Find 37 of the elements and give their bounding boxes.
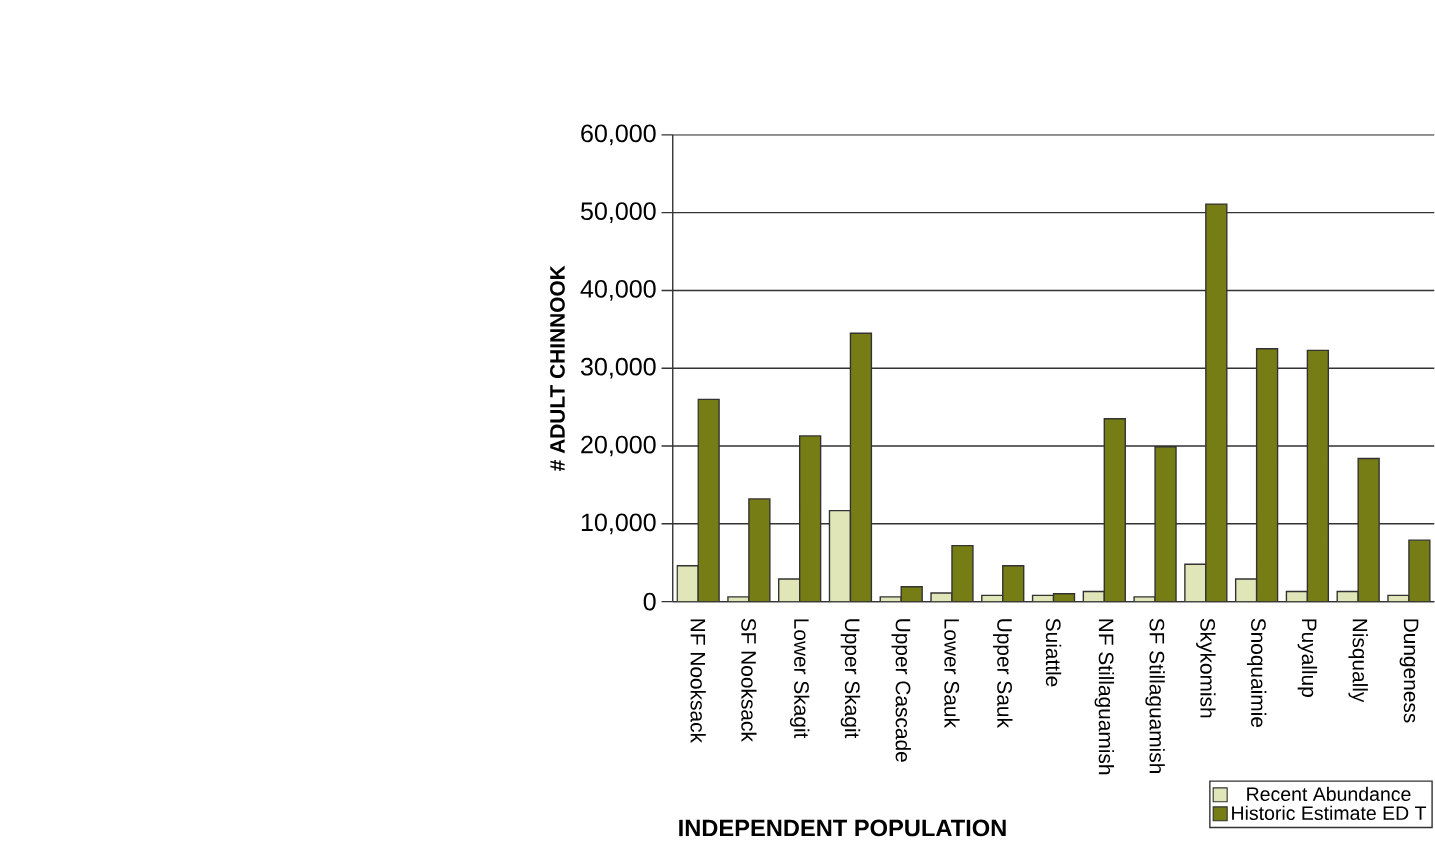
- x-tick-label: Puyallup: [1297, 619, 1318, 697]
- x-tick-label: Nisqually: [1348, 619, 1368, 703]
- bar: [798, 435, 822, 602]
- bar: [1103, 418, 1126, 602]
- bar: [697, 398, 720, 602]
- y-tick-label: 10,000: [581, 513, 656, 535]
- bar: [1357, 457, 1380, 602]
- x-tick-label: Skykomish: [1196, 618, 1216, 718]
- x-tick-label: Suiattle: [1045, 618, 1062, 687]
- x-tick-label: Lower Sauk: [944, 619, 960, 728]
- bar: [1205, 203, 1228, 602]
- x-axis-title: INDEPENDENT POPULATION: [679, 819, 1006, 837]
- bar: [849, 332, 873, 602]
- y-tick-label: 30,000: [580, 357, 656, 379]
- bar: [1306, 349, 1330, 602]
- y-tick-label: 0: [643, 592, 656, 611]
- y-tick-label: 50,000: [581, 202, 656, 224]
- y-axis-title: # ADULT CHINNOOK: [550, 265, 565, 471]
- x-tick-label: Upper Skagit: [840, 619, 861, 739]
- bar: [828, 509, 852, 602]
- legend-label: Historic Estimate ED T: [1232, 805, 1427, 821]
- x-tick-label: SF Nooksack: [741, 618, 757, 742]
- y-tick-label: 40,000: [580, 280, 656, 301]
- x-tick-label: SF Stillaguamish: [1145, 618, 1165, 773]
- legend-label: Recent Abundance: [1247, 786, 1411, 802]
- x-tick-label: Upper Sauk: [993, 619, 1013, 728]
- x-tick-label: Dungeness: [1399, 619, 1419, 723]
- x-tick-label: Lower Skagit: [789, 619, 810, 739]
- x-tick-label: Upper Cascade: [891, 619, 911, 762]
- bar: [1002, 565, 1025, 602]
- y-tick-label: 20,000: [581, 435, 656, 457]
- bar: [1154, 446, 1177, 602]
- y-tick-label: 60,000: [581, 124, 656, 146]
- bar: [1255, 348, 1279, 602]
- x-tick-label: NF Stillaguamish: [1094, 619, 1115, 775]
- x-tick-label: Snoquaimie: [1246, 618, 1267, 728]
- x-tick-label: NF Nooksack: [690, 619, 706, 743]
